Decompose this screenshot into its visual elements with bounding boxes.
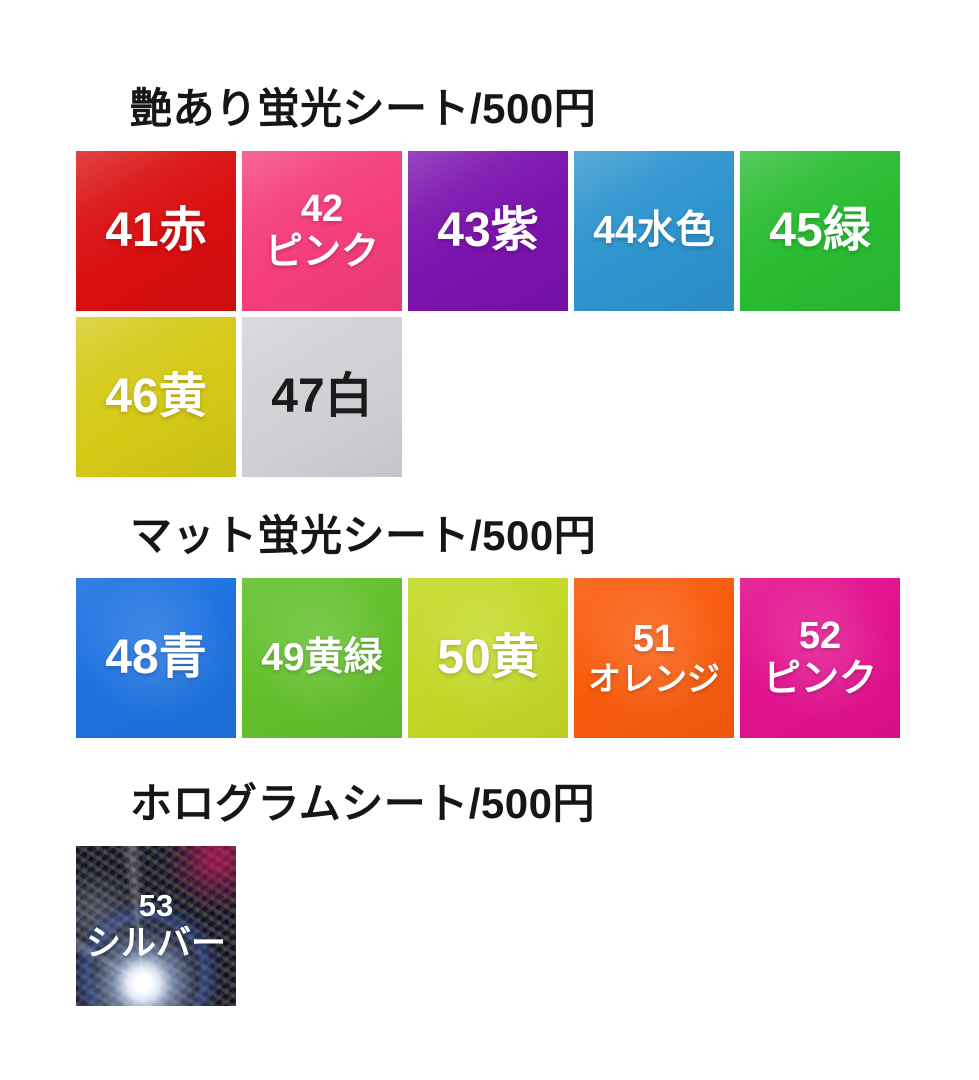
swatch-row: 48青 49黄緑 50黄 51 オレンジ 52 ピンク — [76, 578, 979, 738]
swatch-label: 42 — [300, 188, 344, 231]
swatch-row: 53 シルバー — [76, 846, 979, 1006]
color-swatch-46: 46黄 — [76, 317, 236, 477]
swatch-label: 53 — [138, 888, 174, 924]
color-swatch-44: 44水色 — [574, 151, 734, 311]
color-swatch-52: 52 ピンク — [740, 578, 900, 738]
swatch-grid-hologram: 53 シルバー — [0, 846, 979, 1006]
swatch-label: 51 — [632, 618, 676, 661]
swatch-row: 41赤 42 ピンク 43紫 44水色 45緑 — [76, 151, 979, 311]
swatch-label: 49黄緑 — [261, 636, 383, 680]
color-swatch-51: 51 オレンジ — [574, 578, 734, 738]
section-title-matte: マット蛍光シート/500円 — [130, 512, 597, 559]
swatch-label: シルバー — [85, 923, 226, 963]
section-title-glossy: 艶あり蛍光シート/500円 — [130, 85, 597, 132]
swatch-label: 48青 — [105, 631, 207, 685]
swatch-label: 52 — [798, 615, 842, 658]
swatch-row: 46黄 47白 — [76, 317, 979, 477]
section-hologram: ホログラムシート/500円 53 シルバー — [0, 779, 979, 1006]
swatch-label: ピンク — [762, 658, 877, 700]
swatch-label: 45緑 — [769, 204, 871, 258]
swatch-label: オレンジ — [588, 659, 720, 697]
swatch-label: 43紫 — [437, 204, 539, 258]
swatch-label: 44水色 — [593, 209, 715, 253]
color-swatch-41: 41赤 — [76, 151, 236, 311]
color-swatch-49: 49黄緑 — [242, 578, 402, 738]
color-swatch-42: 42 ピンク — [242, 151, 402, 311]
swatch-label: ピンク — [264, 231, 379, 273]
color-swatch-50: 50黄 — [408, 578, 568, 738]
swatch-label: 46黄 — [105, 370, 207, 424]
swatch-grid-glossy: 41赤 42 ピンク 43紫 44水色 45緑 46黄 47白 — [0, 151, 979, 477]
color-swatch-43: 43紫 — [408, 151, 568, 311]
swatch-label: 50黄 — [437, 631, 539, 685]
swatch-label: 47白 — [271, 370, 373, 424]
swatch-label: 41赤 — [105, 204, 207, 258]
color-swatch-45: 45緑 — [740, 151, 900, 311]
color-swatch-47: 47白 — [242, 317, 402, 477]
color-swatch-53: 53 シルバー — [76, 846, 236, 1006]
swatch-grid-matte: 48青 49黄緑 50黄 51 オレンジ 52 ピンク — [0, 578, 979, 738]
section-title-hologram: ホログラムシート/500円 — [130, 780, 595, 827]
section-glossy-fluorescent: 艶あり蛍光シート/500円 41赤 42 ピンク 43紫 44水色 45緑 46黄 47白 — [0, 0, 979, 477]
section-matte-fluorescent: マット蛍光シート/500円 48青 49黄緑 50黄 51 オレンジ 52 ピンク — [0, 511, 979, 738]
color-swatch-48: 48青 — [76, 578, 236, 738]
